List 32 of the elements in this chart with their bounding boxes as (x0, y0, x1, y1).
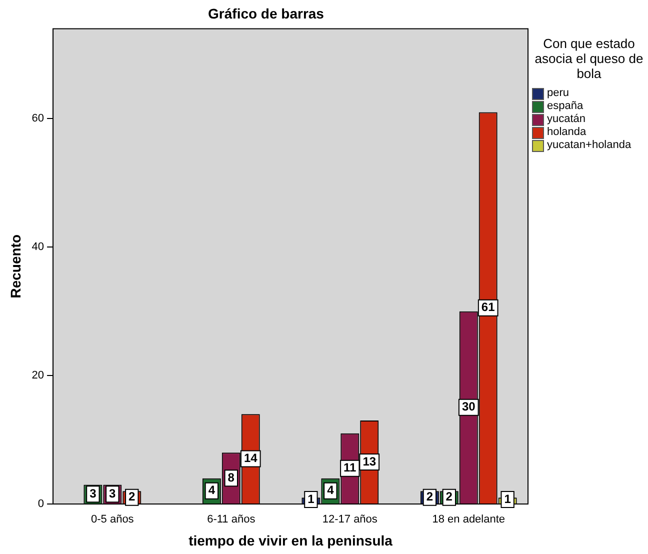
data-label: 2 (426, 490, 434, 504)
y-tick-label: 0 (38, 498, 44, 510)
legend-label: yucatán (547, 113, 586, 126)
data-label: 8 (228, 470, 235, 484)
data-label: 4 (327, 483, 334, 498)
data-label: 14 (244, 451, 258, 466)
legend-label: españa (547, 100, 584, 113)
data-label: 2 (128, 490, 136, 504)
y-tick-label: 20 (32, 370, 44, 382)
data-label: 2 (446, 490, 453, 504)
y-tick-label: 60 (32, 112, 44, 125)
x-tick-label: 12-17 años (322, 514, 378, 526)
x-tick-label: 18 en adelante (432, 514, 506, 526)
data-label: 4 (208, 483, 216, 498)
y-axis-title: Recuento (7, 234, 24, 298)
data-label: 3 (90, 486, 97, 500)
x-tick-label: 0-5 años (91, 514, 134, 526)
data-label: 1 (308, 492, 315, 506)
data-label: 30 (462, 400, 476, 414)
legend-label: peru (547, 87, 570, 100)
data-label: 11 (344, 460, 357, 475)
data-label: 13 (362, 454, 376, 468)
legend-title: Con que estado asocia el queso de bola (534, 36, 644, 81)
y-tick-label: 40 (32, 241, 44, 254)
chart-title: Gráfico de barras (208, 5, 324, 22)
data-label: 61 (481, 300, 496, 314)
legend-label: holanda (547, 126, 586, 139)
x-tick-label: 6-11 años (207, 514, 256, 526)
x-axis-title: tiempo de vivir en la peninsula (188, 532, 393, 548)
data-label: 3 (109, 486, 116, 500)
data-label: 1 (504, 492, 512, 506)
legend-label: yucatan+holanda (547, 139, 632, 152)
